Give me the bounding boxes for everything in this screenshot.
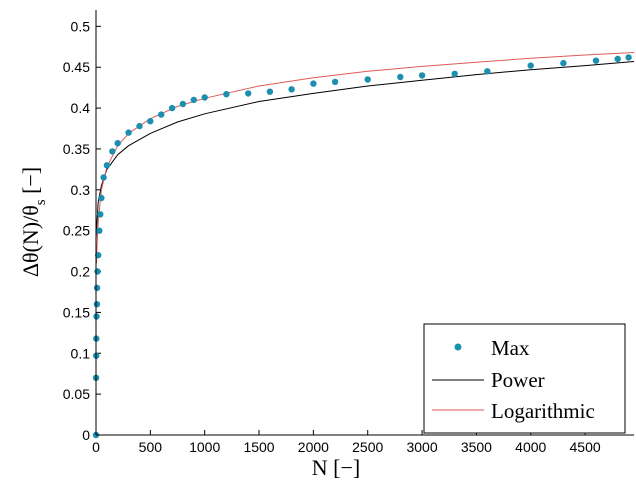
legend-max-label: Max: [491, 336, 530, 360]
x-tick-label: 3500: [461, 439, 492, 455]
data-point-max: [288, 86, 295, 93]
data-point-max: [168, 104, 176, 112]
data-point-max: [94, 268, 101, 275]
data-point-max: [201, 94, 208, 101]
x-tick-label: 3000: [406, 439, 437, 455]
y-tick-label: 0.2: [71, 264, 91, 280]
x-tick-label: 0: [92, 439, 100, 455]
y-tick-label: 0.1: [71, 345, 91, 361]
data-point-max: [451, 70, 458, 78]
y-tick-label: 0.45: [63, 59, 90, 75]
data-point-max: [364, 76, 371, 83]
x-tick-label: 4000: [515, 439, 546, 455]
legend: Max Power Logarithmic: [423, 323, 626, 434]
y-tick-label: 0.25: [63, 223, 90, 239]
x-tick-label: 500: [139, 439, 163, 455]
data-point-max: [95, 252, 102, 259]
y-tick-label: 0.35: [63, 141, 90, 157]
data-point-max: [93, 284, 101, 292]
data-point-max: [93, 301, 101, 308]
data-point-max: [418, 72, 426, 79]
x-tick-label: 2500: [352, 439, 383, 455]
legend-max-marker: [454, 343, 462, 351]
y-tick-label: 0.15: [63, 304, 90, 320]
x-tick-label: 1000: [189, 439, 220, 455]
legend-box: [423, 323, 626, 434]
data-point-max: [179, 100, 187, 108]
data-point-max: [484, 68, 491, 75]
y-axis-title: Δθ(N)/θs [−]: [18, 167, 49, 277]
data-point-max: [109, 148, 116, 155]
data-point-max: [158, 111, 165, 118]
data-point-max: [114, 140, 121, 147]
legend-log-label: Logarithmic: [491, 399, 595, 423]
data-point-max: [103, 162, 111, 169]
y-axis-title-unit: [−]: [18, 167, 43, 200]
data-point-max: [310, 80, 317, 87]
y-axis-title-main: Δθ(N)/θ: [18, 205, 43, 277]
data-point-max: [245, 90, 252, 97]
data-point-max: [331, 78, 339, 86]
data-point-max: [190, 96, 197, 104]
data-point-max: [125, 129, 132, 136]
data-point-max: [614, 55, 621, 63]
y-axis-title-sub: s: [33, 199, 49, 205]
legend-power-label: Power: [491, 368, 545, 392]
y-tick-label: 0.5: [71, 18, 91, 34]
data-point-max: [266, 88, 274, 95]
data-point-max: [560, 59, 567, 67]
ticks: 0 500 1000 1500 2000 2500 3000 3500 4000 4500 0 0.0…: [63, 18, 601, 455]
x-tick-label: 1500: [243, 439, 274, 455]
y-tick-label: 0: [82, 427, 90, 443]
x-tick-label: 4500: [570, 439, 601, 455]
data-point-max: [100, 174, 107, 181]
y-axis-title-group: Δθ(N)/θs [−]: [18, 167, 49, 277]
data-point-max: [397, 73, 404, 81]
data-point-max: [527, 62, 534, 69]
data-point-max: [97, 211, 104, 218]
x-axis-title: N [−]: [312, 455, 360, 480]
data-point-max: [625, 54, 632, 61]
y-tick-label: 0.05: [63, 386, 90, 402]
data-point-max: [136, 122, 143, 130]
data-point-max: [98, 194, 105, 202]
x-tick-label: 2000: [298, 439, 329, 455]
y-tick-label: 0.3: [71, 182, 91, 198]
data-point-max: [592, 57, 600, 64]
y-tick-label: 0.4: [71, 100, 91, 116]
data-point-max: [223, 91, 230, 98]
data-point-max: [96, 227, 103, 234]
data-point-max: [147, 118, 154, 125]
